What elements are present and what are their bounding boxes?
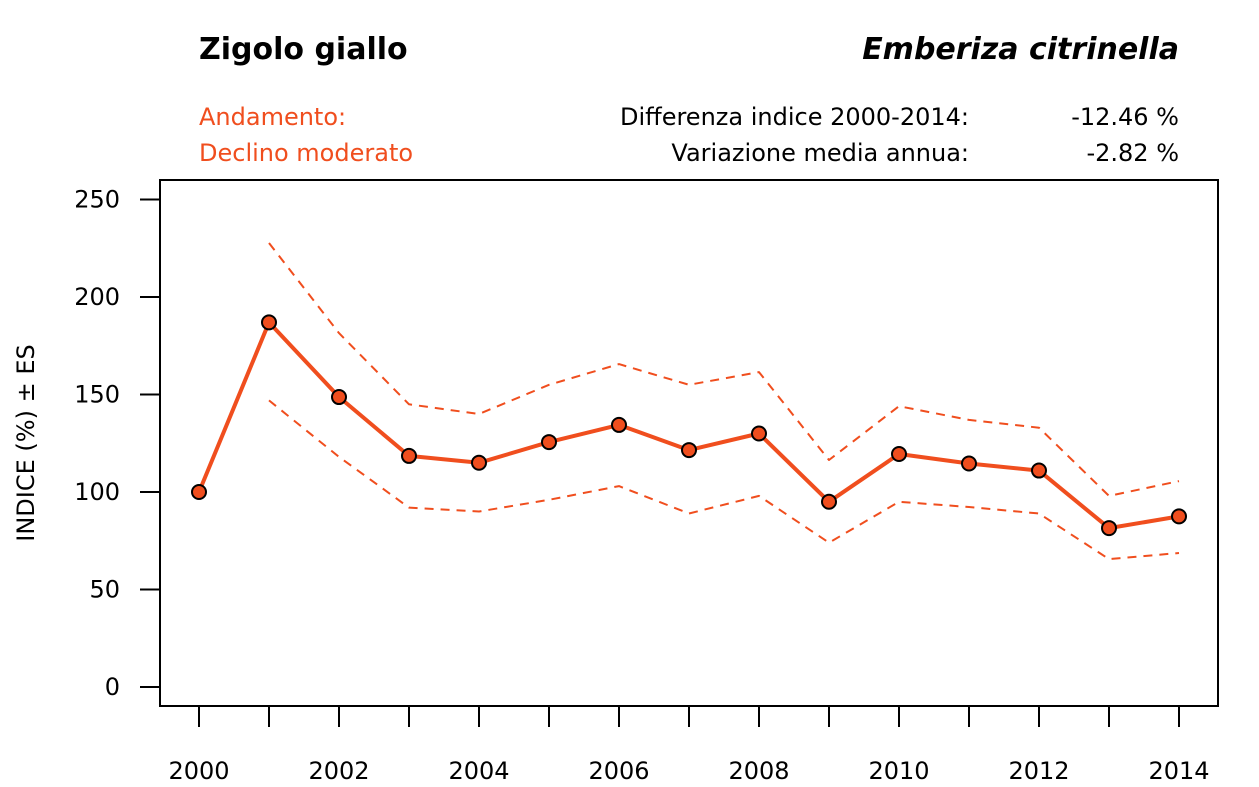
upper-se-line xyxy=(268,242,1180,497)
x-tick-label: 2008 xyxy=(728,757,789,785)
index-point xyxy=(331,389,347,406)
index-point xyxy=(401,447,417,464)
index-point xyxy=(961,455,977,472)
y-tick-label: 100 xyxy=(74,478,120,506)
x-tick-label: 2002 xyxy=(308,757,369,785)
x-axis: 2000 2002 2004 2006 2008 2010 2012 2014 xyxy=(168,706,1210,785)
lower-se-line xyxy=(268,399,1180,561)
y-tick-label: 0 xyxy=(105,673,120,701)
y-tick-label: 150 xyxy=(74,381,120,409)
y-axis-label: INDICE (%) ± ES xyxy=(12,344,40,541)
x-tick-label: 2004 xyxy=(448,757,509,785)
index-point xyxy=(1101,520,1117,537)
index-line xyxy=(197,320,1180,531)
index-point xyxy=(681,442,697,459)
annual-variation-label: Variazione media annua: xyxy=(671,139,969,167)
trend-value: Declino moderato xyxy=(199,139,414,167)
x-tick-label: 2000 xyxy=(168,757,229,785)
y-axis: 0 50 100 150 200 250 xyxy=(74,186,160,701)
index-difference-label: Differenza indice 2000-2014: xyxy=(620,103,969,131)
y-tick-label: 50 xyxy=(89,576,120,604)
index-point xyxy=(751,425,767,442)
x-tick-label: 2010 xyxy=(868,757,929,785)
series-layer xyxy=(197,242,1180,561)
index-point xyxy=(611,416,627,433)
index-point xyxy=(1031,462,1047,479)
index-point xyxy=(471,454,487,471)
species-scientific-name: Emberiza citrinella xyxy=(862,32,1179,67)
x-tick-label: 2012 xyxy=(1008,757,1069,785)
x-tick-label: 2006 xyxy=(588,757,649,785)
index-point xyxy=(1171,508,1187,525)
index-point xyxy=(541,434,557,451)
y-tick-label: 250 xyxy=(74,186,120,214)
index-difference-value: -12.46 % xyxy=(1071,103,1179,131)
marker-layer xyxy=(191,314,1187,537)
annual-variation-value: -2.82 % xyxy=(1086,139,1179,167)
index-point xyxy=(821,493,837,510)
index-point xyxy=(191,484,207,500)
x-tick-label: 2014 xyxy=(1148,757,1209,785)
index-point xyxy=(891,445,907,462)
trend-label: Andamento: xyxy=(199,103,347,131)
species-common-name: Zigolo giallo xyxy=(199,32,408,67)
y-tick-label: 200 xyxy=(74,283,120,311)
index-point xyxy=(261,314,277,331)
